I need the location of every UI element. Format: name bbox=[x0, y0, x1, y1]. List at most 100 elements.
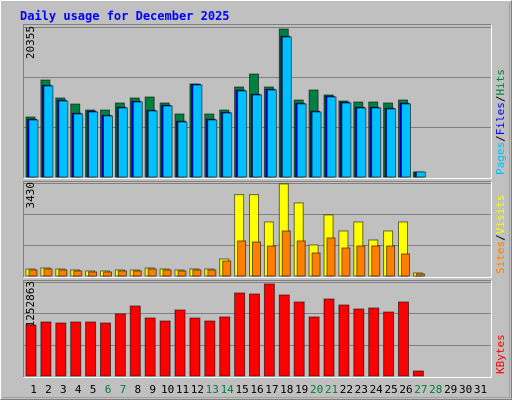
legend-entry: KBytes bbox=[494, 334, 507, 374]
panel-border-light bbox=[23, 280, 492, 378]
bar bbox=[192, 84, 203, 178]
x-tick-label: 11 bbox=[176, 383, 189, 396]
bar bbox=[147, 110, 158, 178]
panel-border-dark bbox=[23, 24, 492, 179]
y-tick-label: 1252863 bbox=[24, 281, 37, 327]
x-tick-label: 12 bbox=[191, 383, 204, 396]
x-tick-label: 25 bbox=[384, 383, 397, 396]
panel-border-light bbox=[23, 24, 492, 179]
bar bbox=[88, 111, 99, 178]
legend-separator: / bbox=[494, 135, 507, 142]
bar bbox=[85, 321, 97, 377]
legend-separator: / bbox=[494, 96, 507, 103]
legend: Pages/Files/Hits bbox=[494, 69, 507, 175]
bar bbox=[278, 294, 290, 377]
x-tick-label: 31 bbox=[474, 383, 487, 396]
bar bbox=[162, 105, 173, 178]
y-tick-label: 3430 bbox=[24, 182, 37, 209]
bar bbox=[73, 113, 84, 178]
bar bbox=[147, 268, 157, 277]
x-tick-label: 6 bbox=[105, 383, 112, 396]
x-tick-label: 28 bbox=[429, 383, 442, 396]
x-tick-label: 23 bbox=[355, 383, 368, 396]
bar bbox=[356, 245, 366, 277]
bar bbox=[132, 101, 143, 178]
bar bbox=[383, 311, 395, 377]
bar bbox=[55, 322, 67, 377]
legend-entry: Pages bbox=[494, 142, 507, 175]
bar bbox=[129, 305, 141, 377]
bar bbox=[308, 316, 320, 377]
x-tick-label: 1 bbox=[30, 383, 37, 396]
bar bbox=[371, 107, 382, 178]
bar bbox=[368, 307, 380, 377]
x-tick-label: 8 bbox=[134, 383, 141, 396]
bar bbox=[58, 100, 69, 178]
bar bbox=[70, 321, 82, 377]
x-tick-label: 7 bbox=[120, 383, 127, 396]
x-tick-label: 17 bbox=[265, 383, 278, 396]
bar bbox=[281, 36, 292, 178]
chart-title: Daily usage for December 2025 bbox=[20, 9, 230, 23]
x-tick-label: 5 bbox=[90, 383, 97, 396]
legend-entry: Sites bbox=[494, 241, 507, 274]
legend-entry: Hits bbox=[494, 69, 507, 96]
x-tick-label: 16 bbox=[250, 383, 263, 396]
bar bbox=[249, 293, 260, 377]
legend: KBytes bbox=[494, 334, 507, 374]
bar bbox=[296, 103, 307, 178]
bar bbox=[159, 320, 171, 377]
bar bbox=[311, 111, 322, 178]
bar bbox=[73, 270, 83, 277]
bar bbox=[28, 269, 38, 277]
bar bbox=[415, 171, 426, 178]
x-tick-label: 13 bbox=[206, 383, 219, 396]
legend-separator: / bbox=[494, 234, 507, 241]
x-tick-label: 4 bbox=[75, 383, 82, 396]
x-tick-label: 15 bbox=[235, 383, 248, 396]
bar bbox=[192, 269, 202, 277]
bar bbox=[293, 301, 305, 377]
panel-border-dark bbox=[23, 280, 492, 378]
bar bbox=[237, 90, 248, 178]
bar bbox=[25, 324, 37, 377]
bar bbox=[114, 313, 126, 377]
bar bbox=[103, 271, 112, 277]
bar bbox=[174, 309, 186, 377]
x-tick-label: 14 bbox=[221, 383, 235, 396]
bar bbox=[398, 301, 409, 377]
panel-border-light bbox=[23, 181, 492, 278]
bar bbox=[415, 273, 425, 277]
bar bbox=[311, 252, 321, 277]
legend-entry: Files bbox=[494, 102, 507, 135]
bar bbox=[353, 308, 365, 377]
bar bbox=[266, 245, 276, 277]
bar bbox=[326, 96, 337, 178]
bar bbox=[100, 322, 111, 377]
bar bbox=[207, 269, 217, 277]
bar bbox=[144, 317, 156, 377]
x-tick-label: 20 bbox=[310, 383, 323, 396]
bar bbox=[177, 270, 187, 277]
x-tick-label: 10 bbox=[161, 383, 174, 396]
bar bbox=[341, 247, 351, 277]
bar bbox=[252, 241, 261, 277]
bar bbox=[281, 230, 291, 277]
x-tick-label: 21 bbox=[325, 383, 338, 396]
bar bbox=[28, 119, 39, 178]
x-tick-label: 30 bbox=[459, 383, 472, 396]
bar bbox=[117, 107, 128, 178]
bar bbox=[412, 370, 424, 377]
x-tick-label: 18 bbox=[280, 383, 293, 396]
bar bbox=[234, 292, 246, 377]
bar bbox=[43, 268, 53, 277]
x-tick-label: 29 bbox=[444, 383, 457, 396]
bar bbox=[371, 245, 381, 277]
bar bbox=[356, 107, 367, 178]
bar bbox=[58, 269, 68, 277]
legend: Sites/Visits bbox=[494, 195, 507, 275]
bar bbox=[401, 103, 411, 178]
